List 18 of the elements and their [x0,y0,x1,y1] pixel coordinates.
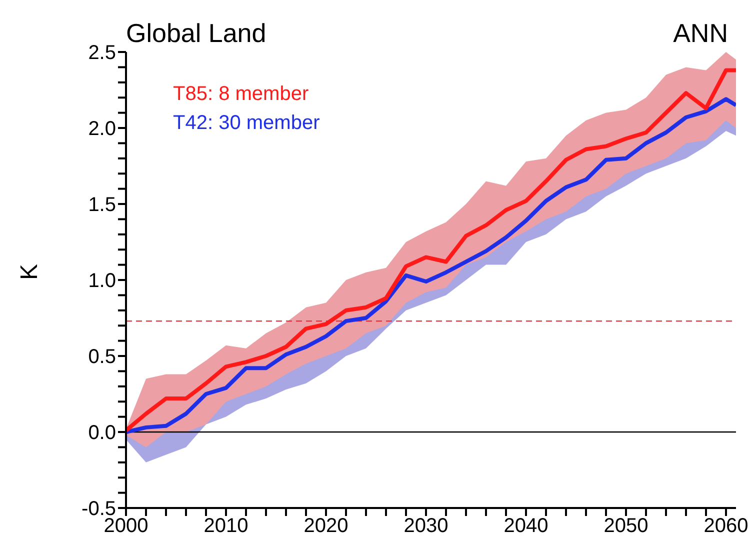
x-tick-label: 2040 [504,515,548,538]
y-tick-label: 0.0 [88,422,116,444]
x-tick-label: 2030 [404,515,448,538]
y-tick-label: 0.5 [88,346,116,368]
y-axis-title: K [16,264,44,280]
x-tick-label: 2020 [304,515,348,538]
chart-subtitle: ANN [673,18,728,49]
chart-title: Global Land [126,18,266,49]
y-tick-label: 1.5 [88,194,116,216]
y-tick-label: 2.5 [88,42,116,64]
text: T42: 30 member [173,111,320,136]
y-tick-label: 1.0 [88,270,116,292]
x-tick-label: 2000 [104,515,148,538]
x-tick-label: 2050 [604,515,648,538]
x-tick-label: 2010 [204,515,248,538]
x-tick-label: 2060 [704,515,748,538]
text: T85: 8 member [173,82,310,107]
y-tick-label: 2.0 [88,118,116,140]
